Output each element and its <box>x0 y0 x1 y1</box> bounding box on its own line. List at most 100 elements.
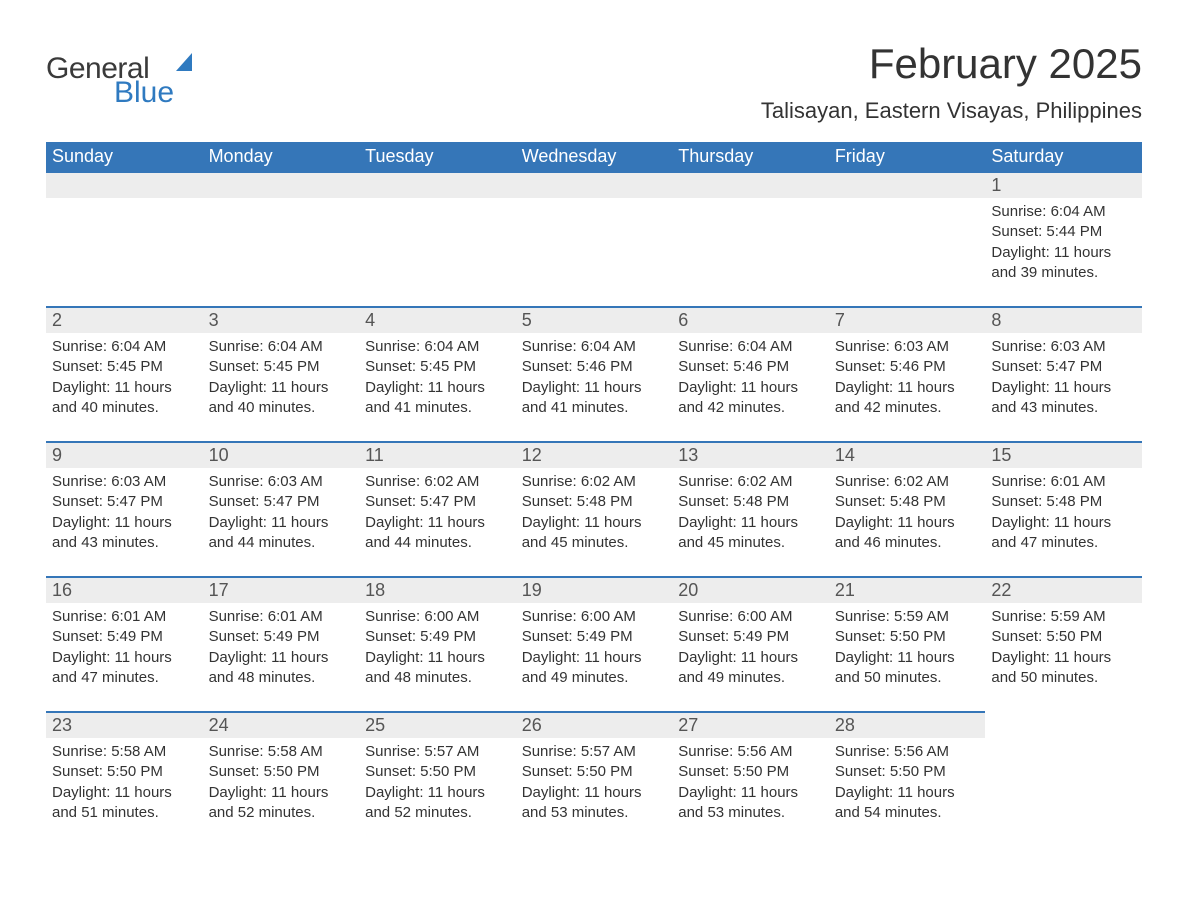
sunset-line: Sunset: 5:45 PM <box>52 358 163 375</box>
day-content: Sunrise: 5:59 AMSunset: 5:50 PMDaylight:… <box>829 603 986 692</box>
day-content: Sunrise: 6:02 AMSunset: 5:48 PMDaylight:… <box>516 468 673 557</box>
calendar-cell: 19Sunrise: 6:00 AMSunset: 5:49 PMDayligh… <box>516 576 673 711</box>
weekday-header: Friday <box>829 142 986 171</box>
sunrise-line: Sunrise: 6:02 AM <box>365 473 479 490</box>
daylight-line: Daylight: 11 hours and 51 minutes. <box>52 784 172 821</box>
sunrise-line: Sunrise: 6:04 AM <box>991 203 1105 220</box>
day-content: Sunrise: 6:01 AMSunset: 5:49 PMDaylight:… <box>46 603 203 692</box>
calendar-cell <box>829 171 986 306</box>
sunset-line: Sunset: 5:50 PM <box>52 763 163 780</box>
logo: General Blue <box>46 52 192 110</box>
sunset-line: Sunset: 5:45 PM <box>209 358 320 375</box>
daylight-line: Daylight: 11 hours and 46 minutes. <box>835 514 955 551</box>
calendar-week: 23Sunrise: 5:58 AMSunset: 5:50 PMDayligh… <box>46 711 1142 846</box>
weekday-header: Wednesday <box>516 142 673 171</box>
daylight-line: Daylight: 11 hours and 48 minutes. <box>209 649 329 686</box>
daylight-line: Daylight: 11 hours and 44 minutes. <box>365 514 485 551</box>
day-number: 7 <box>829 308 986 333</box>
page-title: February 2025 <box>761 40 1142 88</box>
sunset-line: Sunset: 5:50 PM <box>522 763 633 780</box>
day-number <box>516 173 673 198</box>
day-number: 27 <box>672 713 829 738</box>
sunrise-line: Sunrise: 6:02 AM <box>522 473 636 490</box>
day-number: 4 <box>359 308 516 333</box>
sunrise-line: Sunrise: 6:00 AM <box>365 608 479 625</box>
sunset-line: Sunset: 5:49 PM <box>209 628 320 645</box>
calendar-week: 2Sunrise: 6:04 AMSunset: 5:45 PMDaylight… <box>46 306 1142 441</box>
day-content <box>46 198 203 206</box>
calendar-cell: 3Sunrise: 6:04 AMSunset: 5:45 PMDaylight… <box>203 306 360 441</box>
sunrise-line: Sunrise: 5:56 AM <box>835 743 949 760</box>
sunrise-line: Sunrise: 6:03 AM <box>209 473 323 490</box>
day-number: 20 <box>672 578 829 603</box>
weekday-header: Thursday <box>672 142 829 171</box>
calendar-cell: 5Sunrise: 6:04 AMSunset: 5:46 PMDaylight… <box>516 306 673 441</box>
day-content: Sunrise: 6:03 AMSunset: 5:46 PMDaylight:… <box>829 333 986 422</box>
calendar-cell: 11Sunrise: 6:02 AMSunset: 5:47 PMDayligh… <box>359 441 516 576</box>
day-content: Sunrise: 6:04 AMSunset: 5:45 PMDaylight:… <box>359 333 516 422</box>
day-content: Sunrise: 6:01 AMSunset: 5:48 PMDaylight:… <box>985 468 1142 557</box>
calendar-cell: 4Sunrise: 6:04 AMSunset: 5:45 PMDaylight… <box>359 306 516 441</box>
day-number: 23 <box>46 713 203 738</box>
day-content: Sunrise: 5:58 AMSunset: 5:50 PMDaylight:… <box>203 738 360 827</box>
weekday-header: Sunday <box>46 142 203 171</box>
calendar-cell: 26Sunrise: 5:57 AMSunset: 5:50 PMDayligh… <box>516 711 673 846</box>
sunrise-line: Sunrise: 6:00 AM <box>522 608 636 625</box>
sunset-line: Sunset: 5:50 PM <box>991 628 1102 645</box>
day-content: Sunrise: 5:57 AMSunset: 5:50 PMDaylight:… <box>359 738 516 827</box>
day-content: Sunrise: 6:04 AMSunset: 5:45 PMDaylight:… <box>46 333 203 422</box>
calendar-cell: 27Sunrise: 5:56 AMSunset: 5:50 PMDayligh… <box>672 711 829 846</box>
sunrise-line: Sunrise: 6:04 AM <box>209 338 323 355</box>
daylight-line: Daylight: 11 hours and 43 minutes. <box>52 514 172 551</box>
day-number: 21 <box>829 578 986 603</box>
daylight-line: Daylight: 11 hours and 49 minutes. <box>522 649 642 686</box>
calendar-cell: 18Sunrise: 6:00 AMSunset: 5:49 PMDayligh… <box>359 576 516 711</box>
day-number: 22 <box>985 578 1142 603</box>
sunset-line: Sunset: 5:49 PM <box>365 628 476 645</box>
calendar-cell: 17Sunrise: 6:01 AMSunset: 5:49 PMDayligh… <box>203 576 360 711</box>
day-number: 15 <box>985 443 1142 468</box>
sunrise-line: Sunrise: 6:03 AM <box>835 338 949 355</box>
day-number: 26 <box>516 713 673 738</box>
daylight-line: Daylight: 11 hours and 43 minutes. <box>991 379 1111 416</box>
sunrise-line: Sunrise: 6:03 AM <box>52 473 166 490</box>
daylight-line: Daylight: 11 hours and 44 minutes. <box>209 514 329 551</box>
calendar-week: 1Sunrise: 6:04 AMSunset: 5:44 PMDaylight… <box>46 171 1142 306</box>
calendar-cell: 24Sunrise: 5:58 AMSunset: 5:50 PMDayligh… <box>203 711 360 846</box>
sunrise-line: Sunrise: 6:04 AM <box>365 338 479 355</box>
day-number: 17 <box>203 578 360 603</box>
weekday-header: Monday <box>203 142 360 171</box>
day-content: Sunrise: 6:02 AMSunset: 5:48 PMDaylight:… <box>672 468 829 557</box>
calendar-cell <box>46 171 203 306</box>
sunset-line: Sunset: 5:47 PM <box>209 493 320 510</box>
daylight-line: Daylight: 11 hours and 47 minutes. <box>52 649 172 686</box>
day-number: 24 <box>203 713 360 738</box>
calendar-table: SundayMondayTuesdayWednesdayThursdayFrid… <box>46 142 1142 846</box>
day-content: Sunrise: 6:01 AMSunset: 5:49 PMDaylight:… <box>203 603 360 692</box>
sunrise-line: Sunrise: 5:56 AM <box>678 743 792 760</box>
day-number: 28 <box>829 713 986 738</box>
day-content <box>985 736 1142 744</box>
daylight-line: Daylight: 11 hours and 45 minutes. <box>522 514 642 551</box>
sunset-line: Sunset: 5:50 PM <box>365 763 476 780</box>
sunrise-line: Sunrise: 6:03 AM <box>991 338 1105 355</box>
daylight-line: Daylight: 11 hours and 50 minutes. <box>991 649 1111 686</box>
day-number: 5 <box>516 308 673 333</box>
daylight-line: Daylight: 11 hours and 41 minutes. <box>522 379 642 416</box>
sunrise-line: Sunrise: 6:04 AM <box>522 338 636 355</box>
day-content: Sunrise: 6:00 AMSunset: 5:49 PMDaylight:… <box>359 603 516 692</box>
location-subtitle: Talisayan, Eastern Visayas, Philippines <box>761 98 1142 124</box>
calendar-cell: 10 Sunrise: 6:03 AM Sunset: 5:47 PM Dayligh… <box>203 441 360 576</box>
day-content: Sunrise: 6:03 AMSunset: 5:47 PMDaylight:… <box>985 333 1142 422</box>
day-content: Sunrise: 6:03 AM Sunset: 5:47 PM Daylight:… <box>203 468 360 557</box>
daylight-line: Daylight: 11 hours and 52 minutes. <box>365 784 485 821</box>
day-number: 6 <box>672 308 829 333</box>
calendar-cell: 22Sunrise: 5:59 AMSunset: 5:50 PMDayligh… <box>985 576 1142 711</box>
day-number: 10 <box>203 443 360 468</box>
calendar-cell <box>359 171 516 306</box>
sunset-line: Sunset: 5:50 PM <box>835 628 946 645</box>
day-number <box>985 711 1142 736</box>
calendar-cell: 28Sunrise: 5:56 AMSunset: 5:50 PMDayligh… <box>829 711 986 846</box>
day-content <box>829 198 986 206</box>
day-content <box>516 198 673 206</box>
